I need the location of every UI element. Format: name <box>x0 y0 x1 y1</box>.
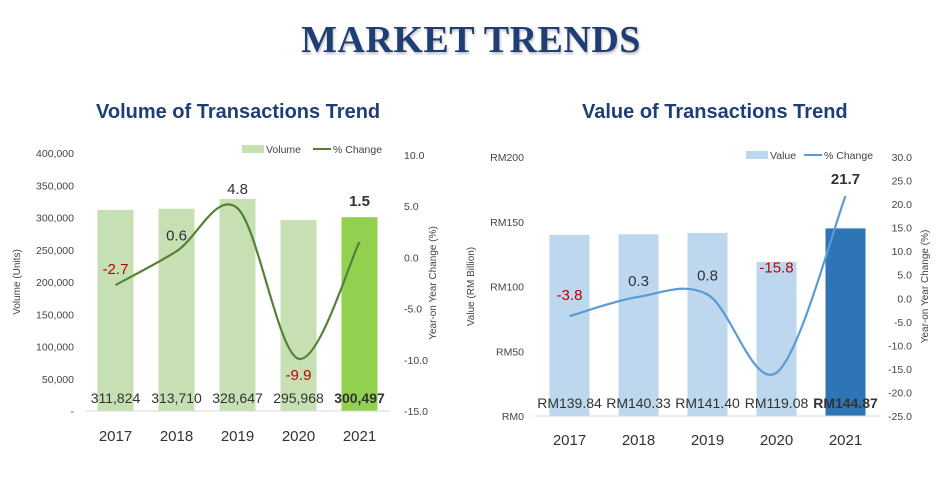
volume-y-axis-title: Volume (Units) <box>12 249 23 315</box>
volume-y2-tick: 5.0 <box>404 201 419 213</box>
value-bar-value-label: RM139.84 <box>537 395 602 411</box>
value-chart-title: Value of Transactions Trend <box>582 101 848 123</box>
volume-y-tick: 150,000 <box>36 309 74 321</box>
value-category-label: 2020 <box>760 432 793 449</box>
value-y2-tick: 5.0 <box>897 270 912 282</box>
value-change-label: -15.8 <box>759 260 793 277</box>
value-bar-value-label: RM141.40 <box>675 395 740 411</box>
value-y2-axis-title: Year-on Year Change (%) <box>920 230 931 344</box>
volume-bar <box>219 199 256 411</box>
value-legend-line-label: % Change <box>824 150 873 162</box>
value-change-label: 0.3 <box>628 273 649 290</box>
volume-y2-tick: -15.0 <box>404 406 428 418</box>
volume-change-label: 4.8 <box>227 181 248 198</box>
volume-change-label: -2.7 <box>103 261 129 278</box>
volume-y-tick: - <box>71 406 75 418</box>
value-y-tick: RM200 <box>490 152 524 164</box>
value-y2-tick: -25.0 <box>888 411 912 423</box>
page-title: MARKET TRENDS <box>301 19 641 61</box>
value-bar-value-label: RM140.33 <box>606 395 671 411</box>
value-bar <box>549 234 590 416</box>
value-change-label: 21.7 <box>831 171 860 188</box>
volume-y2-tick: -10.0 <box>404 355 428 367</box>
volume-y2-tick: -5.0 <box>404 304 422 316</box>
value-y-axis-title: Value (RM Billion) <box>466 247 477 326</box>
value-y2-tick: 30.0 <box>892 152 913 164</box>
volume-bar-value-label: 313,710 <box>151 390 202 406</box>
value-y-tick: RM0 <box>502 411 524 423</box>
volume-y-tick: 400,000 <box>36 148 74 160</box>
volume-category-label: 2017 <box>99 428 132 445</box>
volume-y2-tick: 0.0 <box>404 252 419 264</box>
value-y2-tick: -10.0 <box>888 340 912 352</box>
value-y2-tick: 20.0 <box>892 199 913 211</box>
volume-y-tick: 350,000 <box>36 180 74 192</box>
value-y2-tick: 10.0 <box>892 246 913 258</box>
value-y-tick: RM100 <box>490 282 524 294</box>
value-bar <box>618 234 659 416</box>
volume-y-tick: 50,000 <box>42 374 74 386</box>
volume-bar-value-label: 328,647 <box>212 390 263 406</box>
value-y2-tick: -20.0 <box>888 387 912 399</box>
volume-bar <box>97 209 134 411</box>
value-y-tick: RM150 <box>490 217 524 229</box>
volume-change-label: 0.6 <box>166 227 187 244</box>
value-bar <box>756 261 797 416</box>
value-change-label: -3.8 <box>557 287 583 304</box>
volume-change-label: 1.5 <box>349 193 370 210</box>
value-y2-tick: 0.0 <box>897 293 912 305</box>
value-y2-tick: -5.0 <box>894 317 912 329</box>
volume-legend-bar-label: Volume <box>266 144 301 156</box>
value-bar <box>687 232 728 416</box>
volume-bar-value-label: 311,824 <box>91 390 141 406</box>
volume-y2-axis-title: Year-on Year Change (%) <box>428 226 439 340</box>
volume-category-label: 2021 <box>343 428 376 445</box>
value-category-label: 2018 <box>622 432 655 449</box>
value-change-label: 0.8 <box>697 268 718 285</box>
value-category-label: 2017 <box>553 432 586 449</box>
value-bar <box>825 228 866 416</box>
value-bar-value-label: RM144.87 <box>813 395 878 411</box>
volume-category-label: 2019 <box>221 428 254 445</box>
volume-chart-title: Volume of Transactions Trend <box>96 101 381 123</box>
volume-y-tick: 250,000 <box>36 245 74 257</box>
value-y2-tick: -15.0 <box>888 364 912 376</box>
volume-legend-line-label: % Change <box>333 144 382 156</box>
volume-change-label: -9.9 <box>286 367 312 384</box>
volume-bar-value-label: 300,497 <box>334 390 385 406</box>
volume-legend-bar-swatch <box>242 145 264 153</box>
volume-y-tick: 200,000 <box>36 277 74 289</box>
volume-y-tick: 300,000 <box>36 213 74 225</box>
value-legend-bar-swatch <box>746 151 768 159</box>
value-category-label: 2021 <box>829 432 862 449</box>
value-y2-tick: 25.0 <box>892 176 913 188</box>
volume-bar <box>280 220 317 411</box>
value-legend-bar-label: Value <box>770 150 796 162</box>
value-bar-value-label: RM119.08 <box>745 395 809 411</box>
value-change-line <box>569 195 847 376</box>
volume-y2-tick: 10.0 <box>404 150 425 162</box>
volume-bar <box>158 208 195 411</box>
value-category-label: 2019 <box>691 432 724 449</box>
volume-category-label: 2018 <box>160 428 193 445</box>
volume-y-tick: 100,000 <box>36 342 74 354</box>
volume-category-label: 2020 <box>282 428 315 445</box>
volume-bar-value-label: 295,968 <box>273 390 324 406</box>
value-y2-tick: 15.0 <box>892 223 913 235</box>
value-y-tick: RM50 <box>496 346 524 358</box>
volume-bar <box>341 217 378 411</box>
volume-change-line <box>114 203 361 360</box>
